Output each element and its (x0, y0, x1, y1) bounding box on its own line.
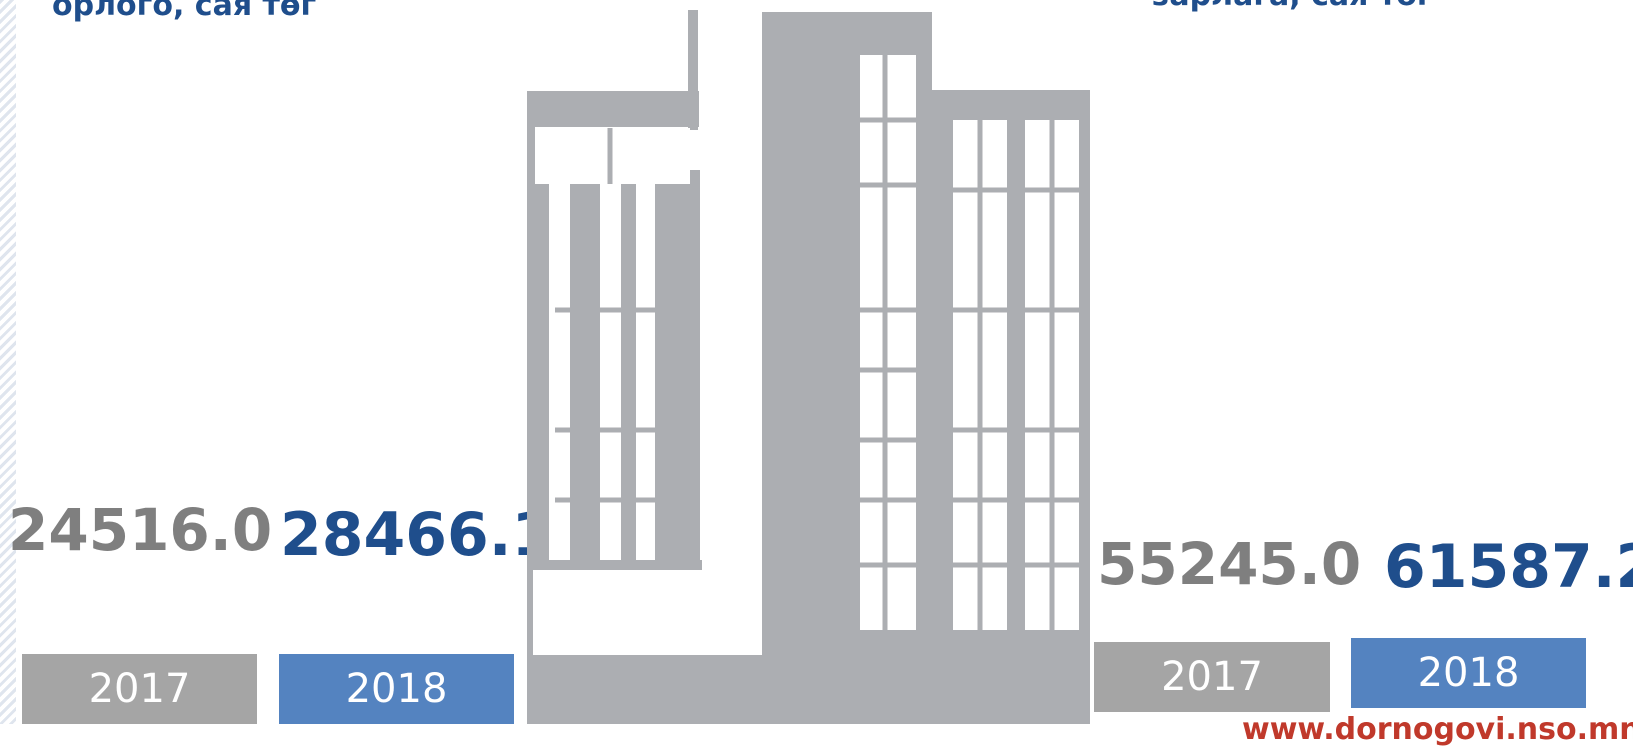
expense-2018-year-label: 2018 (1417, 650, 1520, 696)
expense-2017-year-box: 2017 (1094, 642, 1330, 712)
revenue-2018-year-label: 2018 (345, 666, 448, 712)
revenue-title: орлого, сая төг (52, 0, 317, 23)
footer-url-link[interactable]: www.dornogovi.nso.mn (1242, 712, 1633, 747)
expense-title: зарлага, сая төг (1152, 0, 1433, 13)
revenue-2017-year-label: 2017 (88, 666, 191, 712)
decorative-border (0, 0, 16, 724)
expense-2018-value: 61587.2 (1384, 532, 1633, 602)
revenue-2018-value: 28466.1 (280, 500, 554, 570)
revenue-2018-year-box: 2018 (279, 654, 514, 724)
revenue-2017-value: 24516.0 (8, 496, 273, 564)
expense-2017-value: 55245.0 (1097, 530, 1362, 598)
revenue-2017-year-box: 2017 (22, 654, 257, 724)
building-illustration-icon (527, 10, 1090, 724)
expense-2018-year-box: 2018 (1351, 638, 1586, 708)
expense-2017-year-label: 2017 (1161, 654, 1263, 700)
